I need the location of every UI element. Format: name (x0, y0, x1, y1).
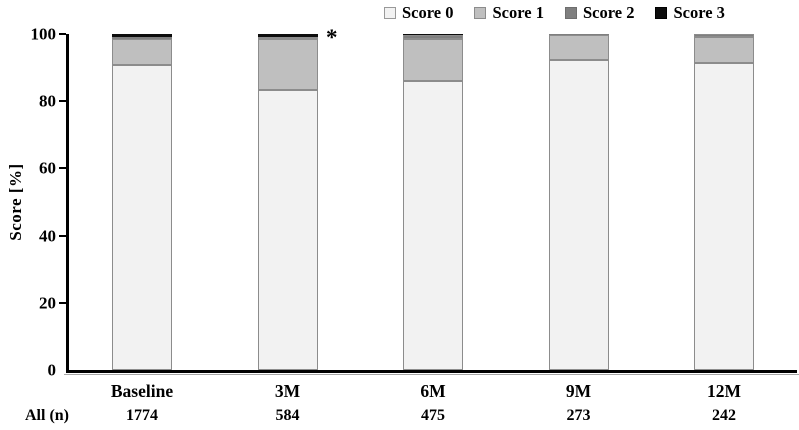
legend-item-score-1: Score 1 (474, 3, 544, 23)
bar-segment-score-2 (548, 34, 609, 36)
legend-label: Score 0 (402, 3, 454, 22)
count-value: 273 (566, 407, 591, 424)
bar-segment-score-0 (694, 62, 754, 370)
counts-row-label: All (n) (25, 407, 69, 424)
count-value: 475 (421, 407, 445, 424)
y-axis-title: Score [%] (6, 163, 25, 241)
y-tick-label: 20 (39, 293, 56, 313)
y-tick-mark (59, 100, 66, 103)
count-value: 242 (712, 407, 736, 424)
bar-segment-score-3 (112, 34, 172, 38)
legend-swatch-icon (655, 7, 668, 19)
bar-segment-score-2 (694, 34, 754, 38)
y-tick-label: 40 (39, 226, 56, 246)
stacked-bar-3m (257, 34, 318, 370)
legend-label: Score 1 (492, 3, 544, 22)
bar-segment-score-1 (403, 39, 463, 82)
legend-item-score-3: Score 3 (655, 3, 725, 23)
legend-swatch-icon (384, 7, 396, 19)
bar-segment-score-1 (548, 35, 609, 60)
y-tick-label: 100 (30, 24, 57, 44)
y-tick-label: 0 (47, 360, 57, 380)
y-tick-mark (59, 301, 66, 304)
legend-item-score-2: Score 2 (564, 3, 635, 23)
chart-legend: Score 0 Score 1 Score 2 Score 3 (384, 3, 746, 23)
bar-segment-score-2 (112, 37, 172, 39)
legend-swatch-icon (474, 7, 487, 19)
stacked-bar-baseline (112, 34, 172, 370)
bar-segment-score-3 (257, 34, 318, 37)
legend-item-score-0: Score 0 (384, 3, 453, 23)
stacked-bar-12m (694, 34, 754, 370)
count-value: 1774 (126, 407, 158, 424)
x-axis-label-3m: 3M (274, 381, 301, 401)
y-tick-label: 60 (39, 158, 56, 178)
x-axis-label-6m: 6M (420, 381, 446, 401)
bar-segment-score-0 (257, 90, 318, 370)
stacked-bar-6m (403, 34, 463, 370)
bar-segment-score-1 (694, 37, 754, 63)
y-tick-label: 80 (39, 91, 56, 111)
legend-label: Score 3 (673, 3, 725, 22)
axis-underline (64, 374, 799, 375)
significance-asterisk: * (326, 25, 338, 50)
legend-swatch-icon (564, 7, 577, 19)
x-axis-label-baseline: Baseline (110, 381, 174, 401)
plot-area (66, 34, 797, 373)
bar-segment-score-2 (403, 34, 463, 40)
bar-segment-score-0 (112, 64, 172, 370)
count-value: 584 (275, 407, 300, 424)
bar-segment-score-0 (403, 81, 463, 370)
bar-segment-score-1 (112, 38, 172, 65)
bar-segment-score-0 (548, 59, 609, 370)
x-axis-label-12m: 12M (706, 381, 742, 401)
x-axis-label-9m: 9M (565, 381, 592, 401)
bar-segment-score-3 (403, 34, 463, 35)
y-tick-mark (59, 167, 66, 170)
legend-label: Score 2 (582, 3, 635, 22)
y-tick-mark (59, 33, 66, 35)
stacked-bar-9m (548, 34, 609, 370)
y-tick-mark (59, 234, 66, 237)
bar-segment-score-1 (257, 39, 318, 91)
bar-segment-score-2 (257, 36, 318, 40)
